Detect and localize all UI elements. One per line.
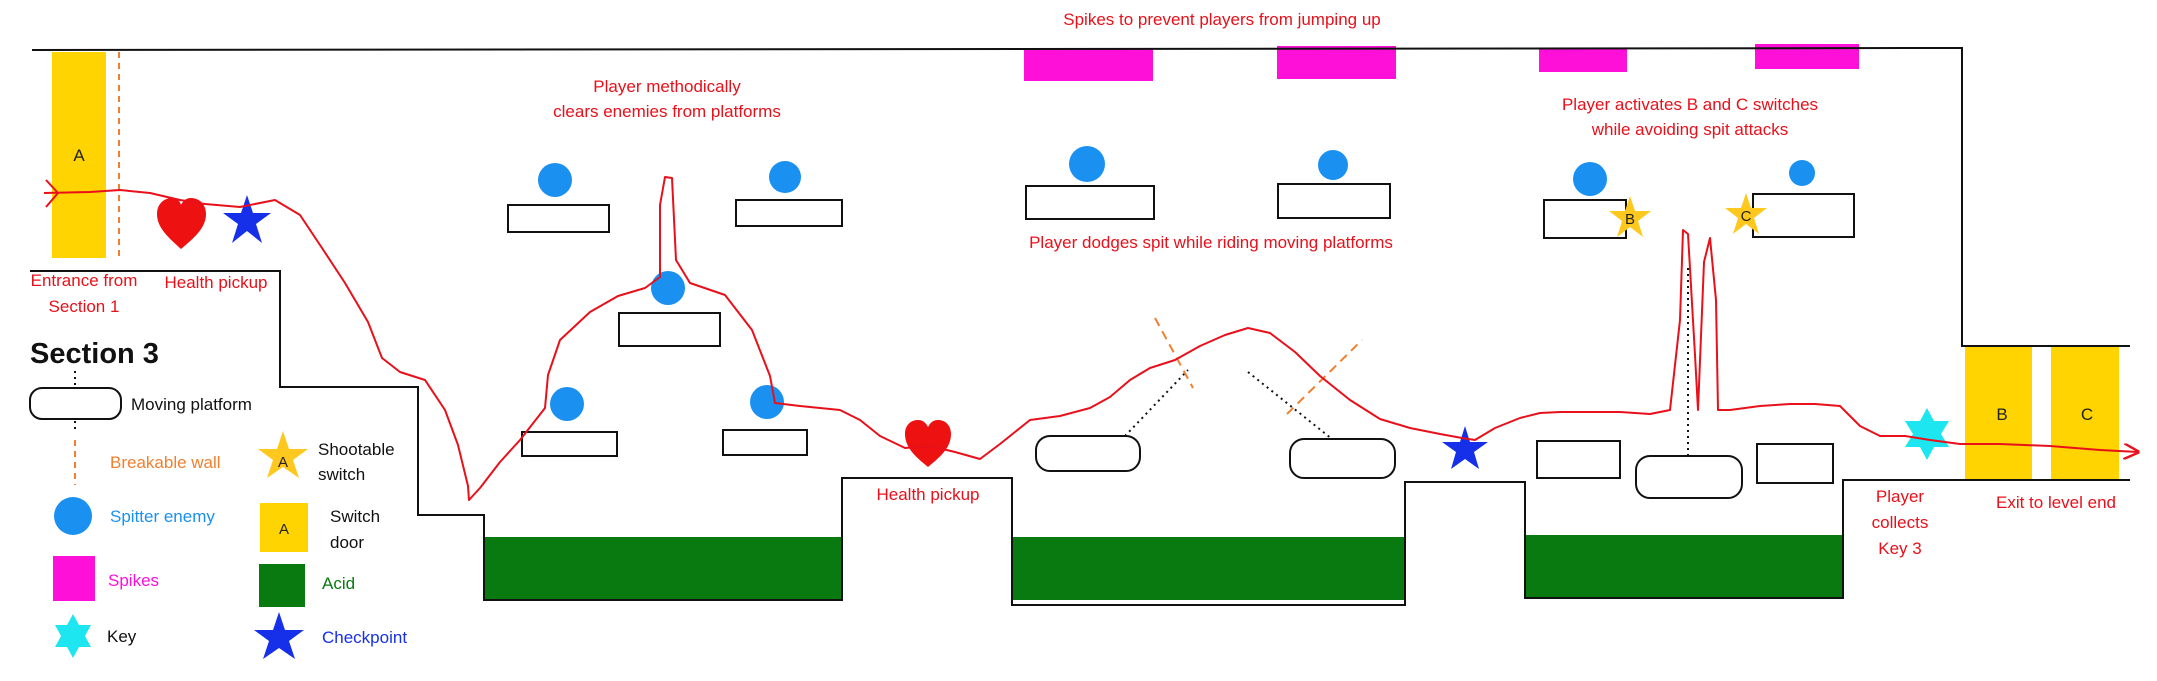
moving-platform <box>1289 438 1396 479</box>
spitter-enemy <box>750 385 784 419</box>
spitter-enemy <box>769 161 801 193</box>
acid-pool <box>1012 537 1405 600</box>
clears-annotation-line2: clears enemies from platforms <box>553 102 781 121</box>
legend-spitter-label: Spitter enemy <box>110 507 215 526</box>
switch-door-b <box>1965 347 2032 480</box>
switches-annotation-line1: Player activates B and C switches <box>1562 95 1818 114</box>
collects-key-line3: Key 3 <box>1878 539 1921 558</box>
entrance-label-line1: Entrance from <box>31 271 138 290</box>
legend-key-label: Key <box>107 627 137 646</box>
clears-annotation-line1: Player methodically <box>593 77 741 96</box>
acid-pool <box>484 537 842 600</box>
breakable-wall <box>1286 339 1363 415</box>
legend-breakable-wall-label: Breakable wall <box>110 453 221 472</box>
legend-spikes-label: Spikes <box>108 571 159 590</box>
star-icon <box>254 612 304 659</box>
health-pickup-label: Health pickup <box>164 273 267 292</box>
platform <box>1756 443 1834 484</box>
spitter-enemy <box>550 387 584 421</box>
legend-switch-door-line2: door <box>330 533 364 552</box>
legend-shootable-switch-line1: Shootable <box>318 440 395 459</box>
moving-platform-tracks <box>1124 268 1689 456</box>
legend-switch-glyph: A <box>278 454 288 471</box>
switch-c-label: C <box>1741 208 1752 225</box>
spitter-enemy <box>538 163 572 197</box>
shootable-switch-b <box>1609 196 1651 237</box>
switches-annotation-line2: while avoiding spit attacks <box>1591 120 1789 139</box>
legend-spikes-swatch <box>53 556 95 601</box>
moving-platforms <box>1035 435 1743 499</box>
entrance-label-line2: Section 1 <box>49 297 120 316</box>
shootable-switch-c <box>1725 193 1767 234</box>
platform <box>735 199 843 227</box>
key-icon <box>1905 408 1949 460</box>
level-outline <box>30 46 2130 606</box>
legend-spitter-swatch <box>54 497 92 535</box>
legend-acid-swatch <box>259 564 305 607</box>
door-a-label: A <box>73 146 85 165</box>
spikes <box>1024 49 1153 81</box>
health-pickup-label: Health pickup <box>876 485 979 504</box>
door-c-label: C <box>2081 405 2093 424</box>
switch-door-c <box>2051 345 2119 479</box>
player-path <box>43 176 2138 501</box>
spitter-enemy <box>1069 146 1105 182</box>
static-platforms <box>507 183 1855 484</box>
legend-switch-door-line1: Switch <box>330 507 380 526</box>
spitter-enemy <box>1789 160 1815 186</box>
platform <box>1543 199 1627 239</box>
star-icon <box>258 431 308 478</box>
acid-pool <box>1525 535 1843 598</box>
exit-label: Exit to level end <box>1996 493 2116 512</box>
spitter-enemy <box>651 271 685 305</box>
moving-platform <box>1635 455 1743 499</box>
switch-door-a <box>52 52 106 258</box>
dodge-annotation: Player dodges spit while riding moving p… <box>1029 233 1393 252</box>
star-icon <box>1442 426 1488 469</box>
legend-checkpoint-label: Checkpoint <box>322 628 407 647</box>
breakable-wall <box>1154 317 1194 389</box>
spikes <box>1539 48 1627 72</box>
spitter-enemy <box>1573 162 1607 196</box>
legend: Section 3 Moving platform Breakable wall… <box>29 338 407 659</box>
moving-platform <box>1035 435 1141 472</box>
legend-moving-platform-label: Moving platform <box>131 395 252 414</box>
spikes <box>1277 46 1396 79</box>
collects-key-line2: collects <box>1872 513 1929 532</box>
spitter-enemy <box>1318 150 1348 180</box>
star-icon <box>223 195 271 243</box>
platform <box>618 312 721 347</box>
legend-switch-door-swatch <box>260 503 308 552</box>
legend-door-glyph: A <box>279 521 289 538</box>
legend-moving-platform-swatch <box>29 387 122 420</box>
door-b-label: B <box>1996 405 2007 424</box>
platform <box>1025 185 1155 220</box>
platform <box>1752 193 1855 238</box>
platform <box>507 204 610 233</box>
platform <box>722 429 808 456</box>
heart-icon <box>157 198 206 249</box>
platform <box>1536 440 1621 479</box>
platform <box>1277 183 1391 219</box>
legend-shootable-switch-line2: switch <box>318 465 365 484</box>
platform <box>521 431 618 457</box>
entry-arrowhead <box>45 179 60 208</box>
legend-title: Section 3 <box>30 338 159 370</box>
spikes-annotation: Spikes to prevent players from jumping u… <box>1063 10 1381 29</box>
legend-acid-label: Acid <box>322 574 355 593</box>
spitter-enemies <box>538 146 1815 421</box>
collects-key-line1: Player <box>1876 487 1925 506</box>
key-icon <box>55 614 91 658</box>
heart-icon <box>905 420 951 467</box>
switch-b-label: B <box>1625 211 1635 228</box>
